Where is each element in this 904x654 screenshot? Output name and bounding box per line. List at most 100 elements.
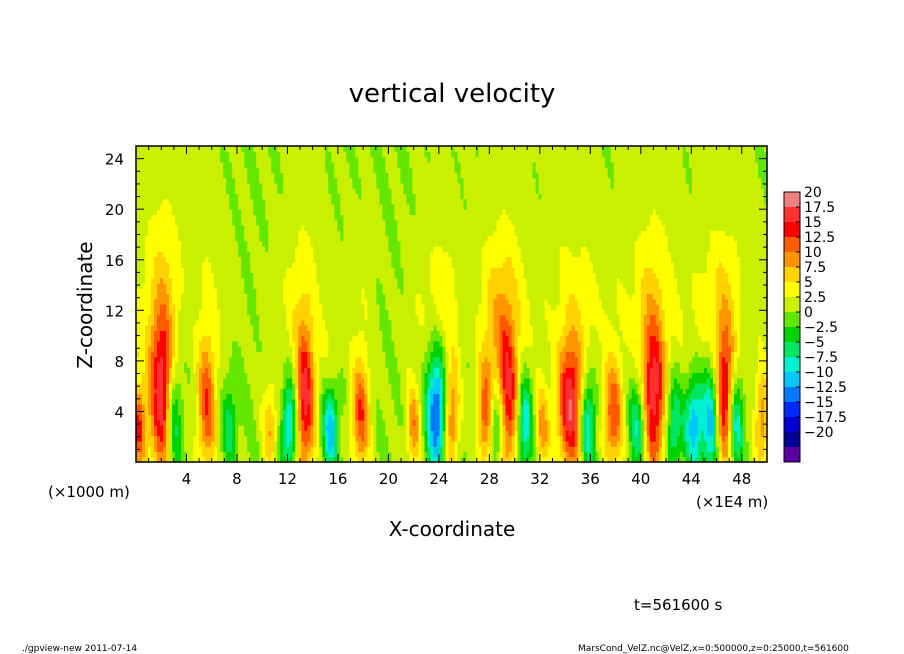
heatmap-cell [208,161,212,168]
heatmap-cell [256,367,260,374]
heatmap-cell [196,240,200,247]
heatmap-cell [169,272,173,279]
heatmap-cell [271,235,275,242]
heatmap-cell [166,146,170,152]
heatmap-cell [355,425,359,431]
heatmap-cell [247,404,251,410]
heatmap-cell [310,240,314,247]
heatmap-cell [376,246,380,252]
heatmap-cell [265,409,269,416]
heatmap-cell [202,414,206,421]
heatmap-cell [148,383,152,389]
heatmap-cell [247,225,251,231]
heatmap-cell [352,235,356,242]
heatmap-cell [172,446,176,453]
heatmap-cell [349,282,353,289]
heatmap-cell [271,198,275,205]
heatmap-cell [280,435,284,442]
heatmap-cell [196,235,200,242]
heatmap-cell [283,182,287,189]
heatmap-cell [370,440,374,447]
heatmap-cell [160,388,164,395]
heatmap-cell [376,172,380,179]
heatmap-cell [232,151,236,158]
heatmap-cell [139,377,143,384]
heatmap-cell [148,361,152,368]
heatmap-cell [247,151,251,158]
heatmap-cell [196,335,200,342]
heatmap-cell [184,172,188,179]
heatmap-cell [274,219,278,226]
heatmap-cell [193,246,197,252]
heatmap-cell [346,351,350,358]
heatmap-cell [223,209,227,216]
heatmap-cell [181,225,185,231]
heatmap-cell [247,425,251,431]
heatmap-cell [274,256,278,263]
heatmap-cell [157,240,161,247]
heatmap-cell [154,309,158,316]
heatmap-cell [256,430,260,437]
heatmap-cell [304,235,308,242]
heatmap-cell [232,272,236,279]
heatmap-cell [307,256,311,263]
heatmap-cell [154,356,158,363]
heatmap-cell [229,314,233,321]
heatmap-cell [199,361,203,368]
heatmap-cell [187,351,191,358]
heatmap-cell [262,340,266,347]
heatmap-cell [370,230,374,237]
heatmap-cell [355,325,359,331]
heatmap-cell [190,146,194,152]
heatmap-cell [220,246,224,252]
heatmap-cell [232,314,236,321]
heatmap-cell [358,203,362,210]
heatmap-cell [157,219,161,226]
heatmap-cell [316,430,320,437]
heatmap-cell [202,193,206,200]
heatmap-cell [142,156,146,163]
heatmap-cell [349,372,353,379]
heatmap-cell [184,219,188,226]
heatmap-cell [271,319,275,326]
heatmap-cell [358,246,362,252]
heatmap-cell [205,267,209,273]
heatmap-cell [370,188,374,194]
heatmap-cell [301,435,305,442]
heatmap-cell [352,319,356,326]
heatmap-cell [325,156,329,163]
heatmap-cell [274,172,278,179]
heatmap-cell [289,367,293,374]
heatmap-cell [250,435,254,442]
heatmap-cell [163,361,167,368]
heatmap-cell [343,356,347,363]
heatmap-cell [322,172,326,179]
heatmap-cell [334,203,338,210]
heatmap-cell [304,203,308,210]
heatmap-cell [160,240,164,247]
heatmap-cell [190,267,194,273]
heatmap-cell [232,182,236,189]
heatmap-cell [166,361,170,368]
heatmap-cell [232,377,236,384]
heatmap-cell [169,325,173,331]
heatmap-cell [289,456,293,463]
heatmap-cell [229,340,233,347]
heatmap-cell [160,414,164,421]
heatmap-cell [148,177,152,184]
heatmap-cell [319,167,323,173]
heatmap-cell [166,172,170,179]
heatmap-cell [193,377,197,384]
heatmap-cell [328,440,332,447]
heatmap-cell [247,440,251,447]
heatmap-cell [250,346,254,352]
heatmap-cell [169,293,173,300]
heatmap-cell [361,409,365,416]
heatmap-cell [316,230,320,237]
heatmap-cell [271,156,275,163]
heatmap-cell [235,272,239,279]
heatmap-cell [244,414,248,421]
heatmap-cell [151,188,155,194]
heatmap-cell [214,225,218,231]
heatmap-cell [319,214,323,221]
